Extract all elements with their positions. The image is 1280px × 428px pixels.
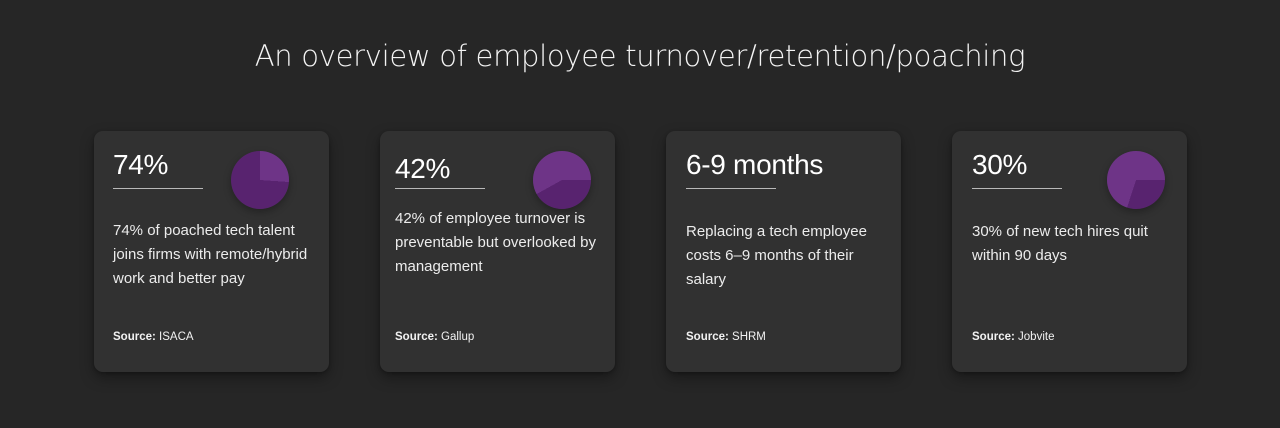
source-citation: Source: Gallup — [395, 331, 474, 343]
source-name: ISACA — [159, 331, 194, 343]
pie-chart-icon — [1107, 151, 1165, 209]
stat-description: 42% of employee turnover is preventable … — [395, 210, 596, 275]
source-name: Jobvite — [1018, 331, 1055, 343]
stat-description: 74% of poached tech talent joins firms w… — [113, 222, 308, 287]
stat-underline — [113, 188, 203, 189]
pie-chart-icon — [231, 151, 289, 209]
source-name: Gallup — [441, 331, 475, 343]
stat-value: 74% — [113, 149, 169, 180]
stat-description: 30% of new tech hires quit within 90 day… — [972, 223, 1148, 264]
stat-underline — [972, 188, 1062, 189]
source-citation: Source: Jobvite — [972, 331, 1054, 343]
source-label: Source: — [972, 331, 1015, 343]
source-name: SHRM — [732, 331, 766, 343]
source-label: Source: — [395, 331, 438, 343]
stat-value: 30% — [972, 149, 1028, 180]
stat-card-gallup: 42% 42% of employee turnover is preventa… — [380, 131, 615, 372]
source-citation: Source: ISACA — [113, 331, 194, 343]
stat-card-jobvite: 30% 30% of new tech hires quit within 90… — [952, 131, 1187, 372]
stat-card-shrm: 6-9 months Replacing a tech employee cos… — [666, 131, 901, 372]
source-label: Source: — [113, 331, 156, 343]
page-title: An overview of employee turnover/retenti… — [254, 39, 1026, 73]
stat-value: 42% — [395, 153, 451, 184]
stat-value: 6-9 months — [686, 149, 824, 180]
stat-underline — [395, 188, 485, 189]
source-citation: Source: SHRM — [686, 331, 766, 343]
stat-description: Replacing a tech employee costs 6–9 mont… — [686, 223, 867, 288]
source-label: Source: — [686, 331, 729, 343]
pie-chart-icon — [533, 151, 591, 209]
stat-card-isaca: 74% 74% of poached tech talent joins fir… — [94, 131, 329, 372]
stat-underline — [686, 188, 776, 189]
